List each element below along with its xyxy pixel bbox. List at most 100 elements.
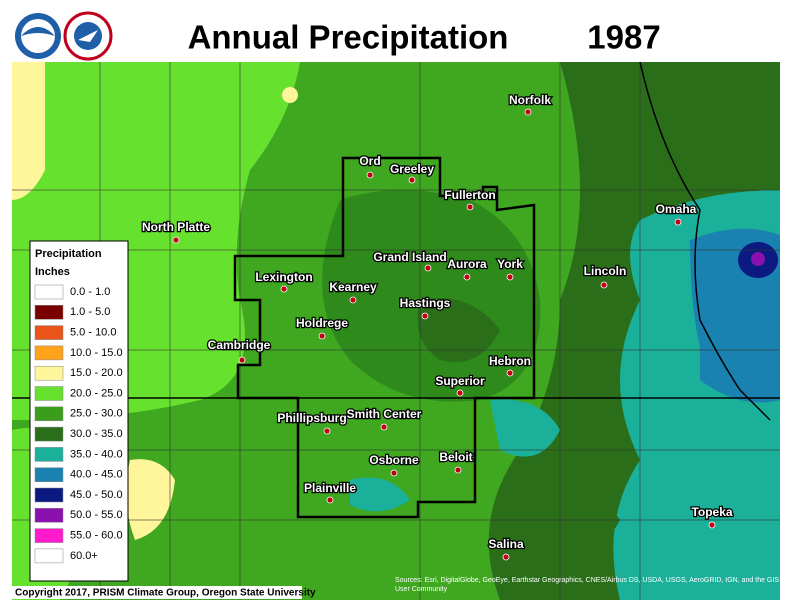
city: Superior <box>434 373 486 397</box>
legend-label: 40.0 - 45.0 <box>70 469 123 481</box>
city-dot <box>600 281 608 289</box>
city-dot <box>456 389 464 397</box>
city-dot <box>524 108 532 116</box>
city: Greeley <box>389 161 436 184</box>
city-label: Kearney <box>329 280 377 294</box>
legend-label: 1.0 - 5.0 <box>70 306 110 318</box>
city: Grand Island <box>372 249 448 272</box>
city-dot <box>238 356 246 364</box>
city: Salina <box>487 536 525 561</box>
city: Beloit <box>438 449 474 474</box>
city-dot <box>280 285 288 293</box>
city-label: Omaha <box>656 202 697 216</box>
city: Smith Center <box>345 406 423 431</box>
city-dot <box>380 423 388 431</box>
legend-label: 10.0 - 15.0 <box>70 347 123 359</box>
city-dot <box>502 553 510 561</box>
legend-swatch <box>34 284 64 300</box>
office-boundary <box>233 156 536 519</box>
city-label: Osborne <box>369 453 419 467</box>
city: Fullerton <box>443 187 497 211</box>
legend-label: 60.0+ <box>70 550 98 562</box>
noaa-logo <box>15 13 61 59</box>
city-dot <box>674 218 682 226</box>
city-label: Grand Island <box>373 250 446 264</box>
city-dot <box>323 427 331 435</box>
nws-logo <box>63 11 113 61</box>
city-dot <box>366 171 374 179</box>
legend-label: 5.0 - 10.0 <box>70 327 116 339</box>
legend: Precipitation Inches 0.0 - 1.0 1.0 - 5.0 5… <box>29 240 129 582</box>
city: Topeka <box>690 504 734 529</box>
city-dot <box>390 469 398 477</box>
legend-swatch <box>34 528 64 543</box>
city: Holdrege <box>295 315 350 340</box>
legend-title: Precipitation <box>35 248 102 260</box>
legend-swatch <box>34 467 64 482</box>
city-label: Holdrege <box>296 316 348 330</box>
city-dot <box>463 273 471 281</box>
city: Phillipsburg <box>276 410 348 435</box>
city-label: Cambridge <box>208 338 271 352</box>
city: Lexington <box>254 269 314 293</box>
city-label: Greeley <box>390 162 434 176</box>
city: Cambridge <box>206 337 272 364</box>
legend-swatch <box>34 406 64 422</box>
city-label: Ord <box>359 154 380 168</box>
copyright-bg <box>12 586 302 599</box>
legend-label: 0.0 - 1.0 <box>70 286 110 298</box>
legend-swatch <box>34 305 64 320</box>
legend-label: 25.0 - 30.0 <box>70 408 123 420</box>
legend-label: 20.0 - 25.0 <box>70 387 123 399</box>
legend-label: 30.0 - 35.0 <box>70 428 123 440</box>
legend-units: Inches <box>35 266 70 278</box>
city: Ord <box>358 153 382 179</box>
legend-label: 35.0 - 40.0 <box>70 448 123 460</box>
legend-swatch <box>34 426 64 442</box>
legend-swatch <box>34 508 64 523</box>
city-dot <box>454 466 462 474</box>
city-dot <box>466 203 474 211</box>
city: Hebron <box>488 353 532 377</box>
city: Hastings <box>398 295 452 320</box>
city-label: Topeka <box>691 505 732 519</box>
city-label: Smith Center <box>347 407 422 421</box>
city-label: Plainville <box>304 481 356 495</box>
city-dot <box>326 496 334 504</box>
city-dot <box>424 264 432 272</box>
city-label: Salina <box>488 537 524 551</box>
legend-swatch <box>34 365 64 381</box>
city: York <box>496 256 524 281</box>
city: Lincoln <box>582 263 628 289</box>
county-lines <box>12 62 780 600</box>
city-label: Phillipsburg <box>277 411 346 425</box>
map-year: 1987 <box>587 19 660 56</box>
city-label: Beloit <box>439 450 472 464</box>
city-dot <box>708 521 716 529</box>
city-label: Hastings <box>400 296 451 310</box>
city-label: Lincoln <box>584 264 627 278</box>
legend-swatch <box>34 386 64 401</box>
legend-label: 45.0 - 50.0 <box>70 489 123 501</box>
map-title: Annual Precipitation <box>188 19 509 56</box>
city-label: Hebron <box>489 354 531 368</box>
city-dot <box>318 332 326 340</box>
city-label: Aurora <box>447 257 487 271</box>
city-label: Superior <box>435 374 485 388</box>
copyright: Copyright 2017, PRISM Climate Group, Ore… <box>15 588 316 599</box>
city-label: Fullerton <box>444 188 495 202</box>
legend-swatch <box>34 548 64 564</box>
legend-swatch <box>34 487 64 503</box>
legend-swatch <box>34 345 64 361</box>
city: Aurora <box>446 256 488 281</box>
city-dot <box>421 312 429 320</box>
city: Kearney <box>328 279 378 304</box>
city-dot <box>506 273 514 281</box>
sources: Sources: Esri, DigitalGlobe, GeoEye, Ear… <box>395 577 779 593</box>
legend-label: 50.0 - 55.0 <box>70 509 123 521</box>
city: Norfolk <box>508 92 553 116</box>
city-label: Norfolk <box>509 93 551 107</box>
legend-swatch <box>34 447 64 462</box>
sources-box: Sources: Esri, DigitalGlobe, GeoEye, Ear… <box>395 577 779 593</box>
